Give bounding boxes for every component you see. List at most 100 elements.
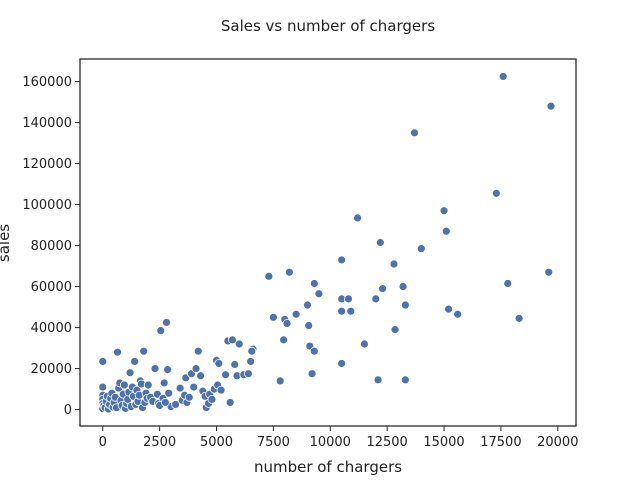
x-tick-label: 20000	[537, 435, 578, 450]
x-tick-label: 10000	[310, 435, 351, 450]
data-point	[156, 326, 166, 336]
data-point	[498, 72, 508, 81]
data-point	[221, 370, 231, 380]
data-point	[234, 339, 244, 349]
data-point	[282, 319, 292, 328]
x-tick-label: 5000	[200, 435, 233, 450]
data-point	[113, 347, 122, 357]
y-tick-label: 60000	[31, 280, 72, 295]
x-tick-label: 2500	[143, 435, 176, 450]
y-tick-label: 80000	[31, 239, 72, 254]
data-point	[143, 380, 153, 390]
data-point	[503, 279, 513, 288]
data-point	[268, 312, 278, 322]
y-tick-label: 140000	[22, 116, 72, 131]
data-point	[441, 226, 451, 236]
data-point	[314, 289, 324, 299]
data-point	[216, 385, 226, 395]
data-point	[400, 375, 410, 385]
data-point	[230, 360, 240, 369]
data-point	[337, 306, 347, 316]
data-point	[225, 398, 235, 407]
data-point	[309, 346, 319, 356]
data-point	[184, 392, 194, 402]
data-point	[246, 357, 256, 366]
data-point	[304, 321, 314, 330]
y-tick-label: 160000	[22, 75, 72, 90]
y-tick-label: 40000	[31, 321, 72, 336]
data-point	[196, 371, 205, 381]
data-point	[163, 365, 172, 375]
y-tick-label: 100000	[22, 198, 72, 213]
data-point	[207, 394, 217, 404]
data-point	[389, 259, 399, 269]
data-point	[279, 335, 289, 345]
data-point	[373, 375, 383, 385]
data-point	[337, 359, 347, 368]
data-point	[98, 382, 108, 392]
data-point	[303, 300, 312, 310]
x-tick-label: 15000	[423, 435, 464, 450]
data-point	[130, 357, 140, 366]
data-point	[175, 383, 185, 393]
plot-frame	[79, 58, 577, 427]
y-tick-label: 20000	[31, 362, 72, 377]
data-point	[444, 304, 453, 314]
x-axis-label: number of chargers	[254, 458, 402, 476]
data-point	[410, 128, 419, 138]
data-point	[264, 271, 274, 281]
data-point	[139, 346, 149, 356]
y-axis: 0 20000 40000 60000 80000 100000 120000 140000 1…	[22, 75, 80, 418]
data-point	[439, 206, 449, 216]
data-point	[284, 267, 294, 277]
x-tick-label: 0	[99, 435, 107, 450]
data-point	[344, 294, 353, 304]
data-point	[214, 359, 224, 368]
data-point	[159, 378, 169, 388]
chart-title: Sales vs number of chargers	[221, 17, 435, 35]
data-point	[191, 364, 201, 373]
data-point	[119, 380, 129, 390]
y-tick-label: 0	[64, 403, 72, 418]
data-point	[150, 364, 160, 373]
data-point	[228, 335, 237, 345]
x-tick-label: 12500	[366, 435, 407, 450]
data-point	[337, 255, 347, 265]
data-point	[514, 313, 524, 323]
data-point	[247, 346, 257, 356]
data-point	[371, 294, 381, 304]
data-point	[275, 376, 285, 386]
y-tick-label: 120000	[22, 157, 72, 172]
data-point	[309, 279, 319, 288]
x-axis: 0 2500 5000 7500 10000 12500 15000 17500 20000	[99, 426, 578, 450]
data-point	[243, 369, 253, 379]
data-point	[544, 267, 554, 277]
data-point	[453, 309, 463, 319]
data-point	[291, 309, 301, 319]
data-point	[378, 284, 388, 294]
data-point	[390, 325, 400, 335]
data-point	[546, 101, 556, 111]
data-point	[164, 388, 174, 398]
y-axis-label: sales	[0, 224, 13, 262]
data-point	[375, 238, 385, 247]
data-point	[307, 369, 317, 379]
data-points	[98, 72, 556, 414]
data-point	[346, 306, 356, 316]
x-tick-label: 7500	[257, 435, 290, 450]
data-point	[400, 300, 410, 310]
x-tick-label: 17500	[480, 435, 521, 450]
data-point	[125, 368, 135, 378]
data-point	[171, 400, 180, 409]
data-point	[398, 282, 408, 291]
data-point	[416, 244, 426, 254]
data-point	[491, 188, 501, 198]
data-point	[160, 398, 170, 407]
data-point	[162, 318, 171, 327]
data-point	[193, 346, 203, 356]
data-point	[98, 357, 108, 366]
data-point	[189, 382, 199, 392]
data-point	[353, 213, 362, 223]
data-point	[360, 339, 369, 349]
